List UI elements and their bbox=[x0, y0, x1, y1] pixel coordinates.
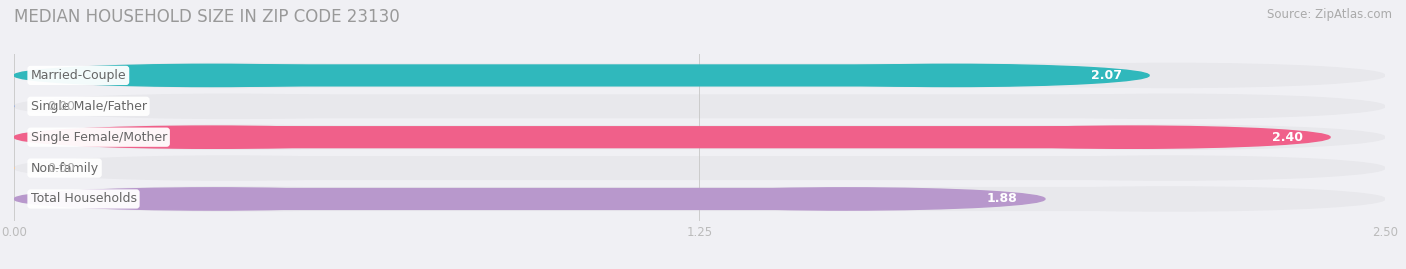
Circle shape bbox=[14, 188, 409, 210]
Text: Single Female/Mother: Single Female/Mother bbox=[31, 131, 167, 144]
Circle shape bbox=[14, 126, 409, 148]
FancyBboxPatch shape bbox=[228, 187, 1171, 211]
Circle shape bbox=[957, 63, 1385, 87]
Circle shape bbox=[957, 94, 1385, 118]
Circle shape bbox=[935, 126, 1330, 148]
Circle shape bbox=[957, 125, 1385, 149]
Text: 1.88: 1.88 bbox=[987, 192, 1018, 206]
Circle shape bbox=[754, 64, 1149, 87]
Text: Source: ZipAtlas.com: Source: ZipAtlas.com bbox=[1267, 8, 1392, 21]
FancyBboxPatch shape bbox=[228, 63, 1171, 87]
Circle shape bbox=[14, 64, 409, 87]
FancyBboxPatch shape bbox=[211, 64, 952, 87]
Circle shape bbox=[650, 188, 1045, 210]
Text: Total Households: Total Households bbox=[31, 192, 136, 206]
Circle shape bbox=[957, 187, 1385, 211]
FancyBboxPatch shape bbox=[228, 94, 1171, 118]
Circle shape bbox=[14, 63, 441, 87]
FancyBboxPatch shape bbox=[211, 188, 848, 210]
FancyBboxPatch shape bbox=[211, 126, 1133, 148]
Text: MEDIAN HOUSEHOLD SIZE IN ZIP CODE 23130: MEDIAN HOUSEHOLD SIZE IN ZIP CODE 23130 bbox=[14, 8, 399, 26]
Circle shape bbox=[14, 156, 441, 180]
Text: 0.00: 0.00 bbox=[48, 100, 76, 113]
Circle shape bbox=[14, 125, 441, 149]
Text: Non-family: Non-family bbox=[31, 162, 98, 175]
FancyBboxPatch shape bbox=[228, 156, 1171, 180]
Circle shape bbox=[14, 94, 441, 118]
Text: Single Male/Father: Single Male/Father bbox=[31, 100, 146, 113]
Circle shape bbox=[14, 187, 441, 211]
Text: Married-Couple: Married-Couple bbox=[31, 69, 127, 82]
Text: 2.07: 2.07 bbox=[1091, 69, 1122, 82]
FancyBboxPatch shape bbox=[228, 125, 1171, 149]
Text: 0.00: 0.00 bbox=[48, 162, 76, 175]
Circle shape bbox=[957, 156, 1385, 180]
Text: 2.40: 2.40 bbox=[1271, 131, 1303, 144]
